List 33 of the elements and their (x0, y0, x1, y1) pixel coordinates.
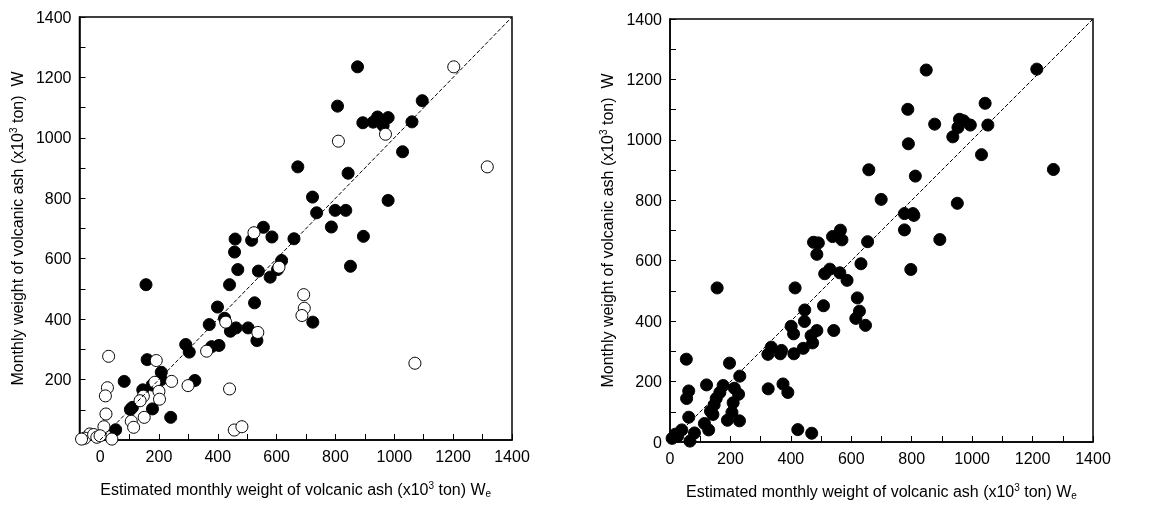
x-tick-label: 400 (204, 447, 232, 465)
x-tick-label: 800 (322, 447, 349, 465)
y-tick-label: 1200 (626, 70, 663, 88)
x-tick-label: 600 (837, 449, 865, 467)
y-tick-label: 200 (44, 371, 72, 389)
x-tick-label: 1400 (1075, 449, 1111, 467)
y-tick-label: 1400 (35, 8, 72, 26)
x-tick-label: 1200 (1014, 449, 1051, 467)
y-tick-label: 600 (635, 252, 663, 270)
x-tick-label: 1000 (954, 449, 991, 467)
y-tick-label: 1000 (35, 129, 72, 147)
x-tick-label: 200 (717, 449, 744, 467)
y-tick-label: 200 (635, 373, 663, 391)
x-tick-label: 400 (777, 449, 805, 467)
x-tick-label: 200 (145, 447, 173, 465)
y-tick-label: 600 (44, 250, 72, 268)
y-axis-title: Monthly weight of volcanic ash (x103 ton) W (7, 70, 26, 386)
y-tick-label: 800 (44, 189, 72, 207)
y-tick-label: 0 (653, 433, 663, 451)
y-tick-label: 800 (635, 191, 663, 209)
y-tick-label: 400 (44, 310, 72, 328)
x-tick-label: 0 (95, 447, 105, 465)
x-tick-label: 1200 (435, 447, 472, 465)
x-tick-label: 1000 (376, 447, 413, 465)
x-tick-label: 600 (263, 447, 291, 465)
y-axis-title: Monthly weight of volcanic ash (x103 ton) W (598, 72, 617, 388)
y-tick-label: 1400 (626, 10, 663, 28)
x-tick-label: 1400 (494, 447, 530, 465)
y-tick-label: 1000 (626, 131, 663, 149)
y-tick-label: 1200 (35, 68, 72, 86)
y-tick-label: 400 (635, 312, 663, 330)
x-tick-label: 800 (898, 449, 926, 467)
x-tick-label: 0 (665, 449, 675, 467)
